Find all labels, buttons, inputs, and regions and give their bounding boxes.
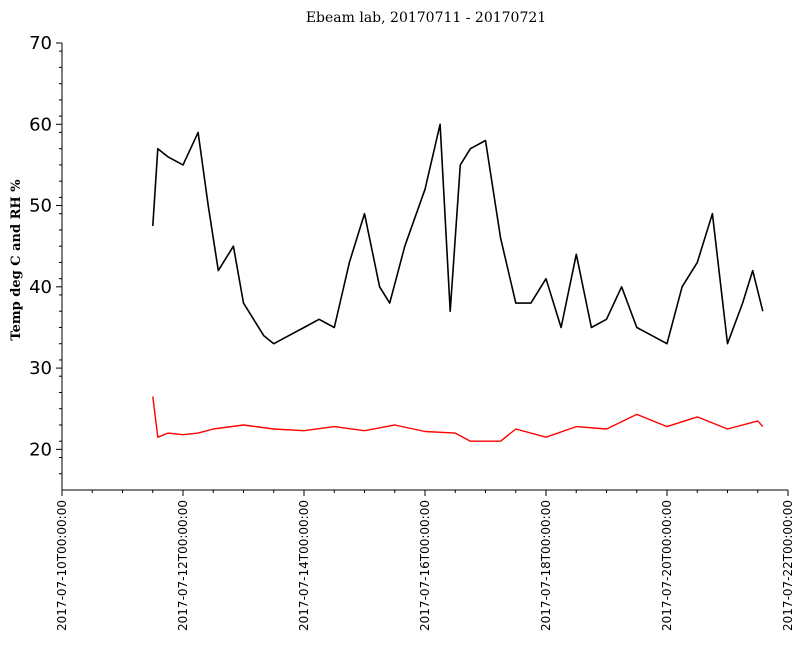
y-tick-label: 30 <box>29 358 52 379</box>
y-axis-label: Temp deg C and RH % <box>9 179 24 341</box>
x-tick-label: 2017-07-10T00:00:00 <box>55 500 69 631</box>
y-tick-label: 70 <box>29 33 52 54</box>
y-tick-label: 40 <box>29 277 52 298</box>
x-tick-label: 2017-07-18T00:00:00 <box>539 500 553 631</box>
series-line-0 <box>152 123 764 345</box>
x-tick-label: 2017-07-22T00:00:00 <box>781 500 795 631</box>
y-tick-label: 50 <box>29 196 52 217</box>
y-tick-label: 20 <box>29 439 52 460</box>
y-ticks: 20 30 40 50 60 70 <box>29 33 62 475</box>
x-ticks: 2017-07-10T00:00:00 2017-07-12T00:00:00 20… <box>55 490 795 631</box>
chart-title: Ebeam lab, 20170711 - 20170721 <box>306 10 546 26</box>
x-tick-label: 2017-07-12T00:00:00 <box>176 500 190 631</box>
x-tick-label: 2017-07-20T00:00:00 <box>660 500 674 631</box>
y-tick-label: 60 <box>29 114 52 135</box>
x-tick-label: 2017-07-14T00:00:00 <box>297 500 311 631</box>
series-group <box>152 123 764 442</box>
x-tick-label: 2017-07-16T00:00:00 <box>418 500 432 631</box>
series-line-1 <box>152 396 764 442</box>
